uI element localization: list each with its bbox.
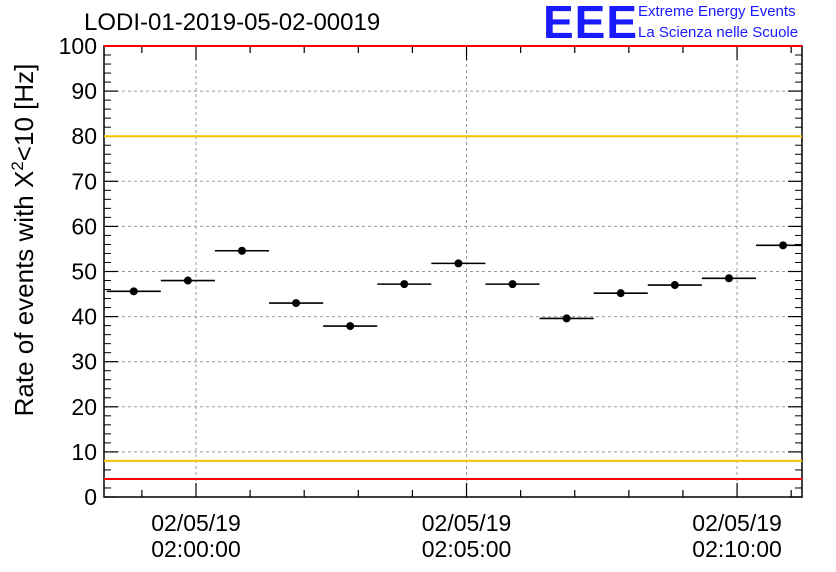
data-point — [724, 274, 733, 283]
data-point — [670, 281, 679, 290]
y-tick-label: 70 — [71, 168, 97, 194]
x-tick-label-date: 02/05/19 — [422, 510, 512, 536]
x-tick-label-date: 02/05/19 — [151, 510, 241, 536]
y-tick-label: 90 — [71, 78, 97, 104]
y-tick-label: 30 — [71, 349, 97, 375]
x-tick-label-time: 02:00:00 — [151, 536, 241, 562]
y-axis-label: Rate of events with X2<10 [Hz] — [8, 30, 40, 450]
data-point — [292, 299, 301, 308]
y-tick-label: 10 — [71, 439, 97, 465]
y-axis-label-base: Rate of events with X — [8, 170, 39, 417]
y-tick-label: 0 — [84, 484, 97, 510]
y-axis-label-rest: <10 [Hz] — [8, 63, 39, 162]
data-point — [616, 289, 625, 298]
data-point — [508, 280, 517, 289]
x-tick-label-time: 02:05:00 — [422, 536, 512, 562]
data-point — [562, 314, 571, 323]
x-tick-label-date: 02/05/19 — [692, 510, 782, 536]
data-point — [779, 241, 788, 250]
data-point — [237, 246, 246, 255]
y-tick-label: 50 — [71, 259, 97, 285]
data-point — [400, 280, 409, 289]
y-tick-label: 40 — [71, 304, 97, 330]
y-axis-label-sup: 2 — [8, 161, 28, 171]
eee-logo: EEE — [543, 0, 639, 48]
y-tick-label: 20 — [71, 394, 97, 420]
logo-text-line1: Extreme Energy Events — [638, 3, 796, 20]
y-tick-label: 100 — [59, 33, 97, 59]
logo-text-line2: La Scienza nelle Scuole — [638, 24, 799, 41]
x-tick-label-time: 02:10:00 — [692, 536, 782, 562]
data-point — [183, 276, 192, 285]
chart-title: LODI-01-2019-05-02-00019 — [84, 9, 381, 36]
data-point — [454, 259, 463, 268]
y-tick-label: 60 — [71, 213, 97, 239]
data-point — [129, 287, 138, 296]
data-point — [346, 322, 355, 331]
y-tick-label: 80 — [71, 123, 97, 149]
